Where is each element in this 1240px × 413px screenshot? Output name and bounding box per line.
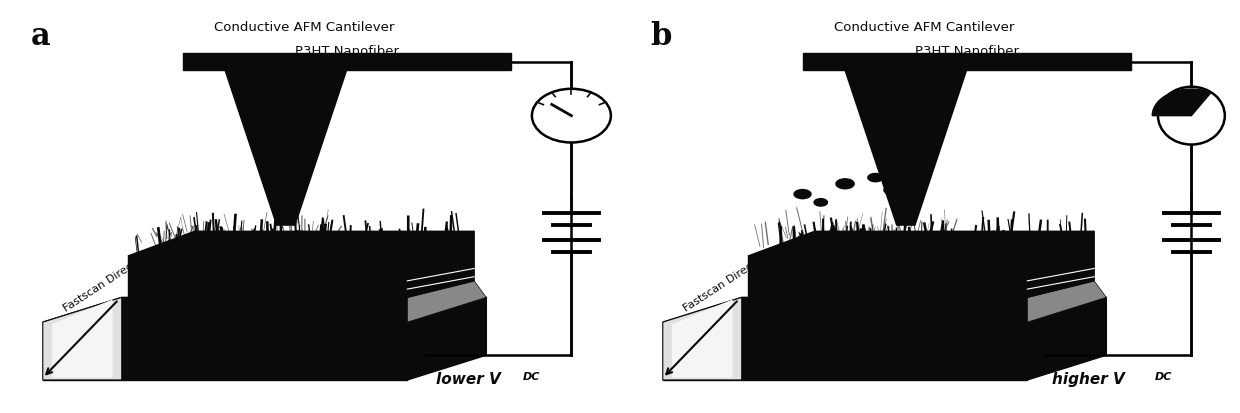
Text: b: b [651,21,672,52]
Circle shape [532,89,611,142]
Text: higher V: higher V [1052,372,1125,387]
Text: Conductive AFM Cantilever: Conductive AFM Cantilever [833,21,1014,33]
Polygon shape [128,256,407,297]
Polygon shape [226,70,346,225]
Polygon shape [407,231,474,297]
Text: Fastscan Direction: Fastscan Direction [681,250,773,314]
Polygon shape [1028,281,1106,322]
Text: DC: DC [523,372,541,382]
Text: Conductive AFM Cantilever: Conductive AFM Cantilever [213,21,394,33]
Text: Fastscan Direction: Fastscan Direction [61,250,153,314]
Polygon shape [42,297,486,322]
Polygon shape [1028,231,1094,297]
Text: P3HT Nanofiber: P3HT Nanofiber [295,45,398,58]
Polygon shape [846,70,967,225]
Polygon shape [662,297,1106,322]
Ellipse shape [884,185,904,195]
Polygon shape [662,297,742,380]
Polygon shape [42,297,122,380]
Polygon shape [672,299,733,378]
Ellipse shape [794,190,811,199]
Text: P3HT Nanofiber: P3HT Nanofiber [915,45,1018,58]
Text: DC: DC [1154,372,1172,382]
Polygon shape [42,322,407,380]
Polygon shape [52,299,113,378]
Ellipse shape [815,199,827,206]
Polygon shape [748,256,1028,297]
Text: a: a [31,21,51,52]
Bar [802,53,1131,70]
Polygon shape [407,297,486,380]
Wedge shape [1152,89,1211,116]
Polygon shape [662,322,1028,380]
Bar [182,53,511,70]
Text: lower V: lower V [435,372,501,387]
Ellipse shape [868,173,883,182]
Polygon shape [128,231,474,256]
Polygon shape [1028,297,1106,380]
Polygon shape [748,231,1094,256]
Polygon shape [407,281,486,322]
Ellipse shape [1158,87,1225,145]
Ellipse shape [836,179,854,189]
